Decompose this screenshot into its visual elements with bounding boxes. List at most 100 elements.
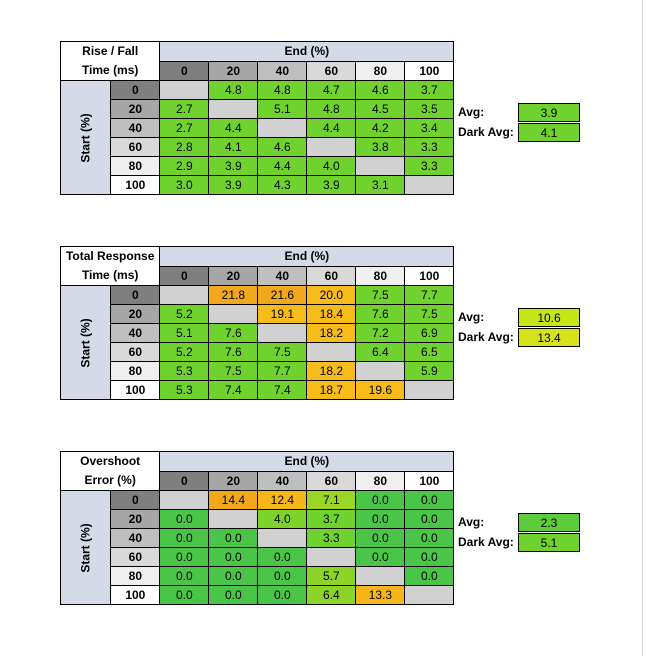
diagonal-cell	[306, 547, 357, 567]
value-cell: 2.7	[159, 99, 210, 119]
diagonal-cell	[306, 342, 357, 362]
value-cell: 0.0	[159, 566, 210, 586]
start-level-header: 40	[110, 323, 161, 343]
start-level-header: 60	[110, 547, 161, 567]
diagonal-cell	[257, 528, 308, 548]
table-row: 60 5.2 7.6 7.5 6.4 6.5	[61, 342, 455, 362]
table-row: 60 2.8 4.1 4.6 3.8 3.3	[61, 137, 455, 157]
diagonal-cell	[257, 118, 308, 138]
dark-avg-value: 13.4	[518, 328, 580, 347]
table-title-line: Overshoot	[80, 454, 141, 468]
value-cell: 3.3	[306, 528, 357, 548]
value-cell: 4.4	[257, 156, 308, 176]
end-level-header: 80	[355, 60, 406, 81]
start-axis-text: Start (%)	[78, 522, 93, 573]
value-cell: 7.5	[355, 285, 406, 305]
value-cell: 6.4	[306, 585, 357, 605]
value-cell: 7.6	[208, 323, 259, 343]
value-cell: 3.5	[404, 99, 455, 119]
table-row: Start (%) 0 4.8 4.8 4.7 4.6 3.7	[59, 80, 455, 195]
value-cell: 0.0	[159, 585, 210, 605]
value-cell: 2.8	[159, 137, 210, 157]
value-cell: 4.8	[257, 80, 308, 100]
value-cell: 6.4	[355, 342, 406, 362]
value-cell: 0.0	[159, 528, 210, 548]
diagonal-cell	[404, 585, 455, 605]
table-row: 40 2.7 4.4 4.4 4.2 3.4	[61, 118, 455, 138]
table-row: Start (%) 0 14.4 12.4 7.1 0.0 0.0	[59, 490, 455, 605]
value-cell: 19.1	[257, 304, 308, 324]
value-cell: 5.3	[159, 361, 210, 381]
value-cell: 7.5	[404, 304, 455, 324]
start-level-header: 20	[110, 304, 161, 324]
diagonal-cell	[159, 80, 210, 100]
value-cell: 12.4	[257, 490, 308, 510]
end-level-header: 20	[208, 265, 259, 286]
response-table: Total Response Time (ms) End (%) 0 20 40 60 80 1…	[59, 246, 455, 400]
start-level-header: 40	[110, 118, 161, 138]
value-cell: 21.6	[257, 285, 308, 305]
value-cell: 4.3	[257, 175, 308, 195]
value-cell: 3.9	[208, 175, 259, 195]
start-level-header: 60	[110, 137, 161, 157]
page-edge-line	[642, 0, 643, 656]
value-cell: 4.7	[306, 80, 357, 100]
dark-avg-value: 5.1	[518, 533, 580, 552]
value-cell: 7.2	[355, 323, 406, 343]
diagonal-cell	[404, 175, 455, 195]
diagonal-cell	[404, 380, 455, 400]
value-cell: 4.0	[306, 156, 357, 176]
value-cell: 18.2	[306, 361, 357, 381]
response-table: Overshoot Error (%) End (%) 0 20 40 60 80 100 Sta…	[59, 451, 455, 605]
value-cell: 5.2	[159, 304, 210, 324]
table-title: Overshoot Error (%)	[59, 451, 161, 491]
diagonal-cell	[306, 137, 357, 157]
value-cell: 0.0	[257, 585, 308, 605]
table-block-0: Rise / Fall Time (ms) End (%) 0 20 40 60 80 100 S…	[59, 41, 455, 195]
end-axis-label: End (%)	[159, 451, 455, 472]
table-title-line: Total Response	[65, 249, 155, 263]
avg-label: Avg:	[458, 310, 485, 324]
start-axis-text: Start (%)	[78, 112, 93, 163]
value-cell: 0.0	[257, 547, 308, 567]
end-level-header: 60	[306, 470, 357, 491]
value-cell: 0.0	[208, 585, 259, 605]
diagonal-cell	[159, 285, 210, 305]
value-cell: 3.7	[306, 509, 357, 529]
start-level-header: 40	[110, 528, 161, 548]
dark-avg-label: Dark Avg:	[458, 125, 514, 139]
end-level-header: 40	[257, 265, 308, 286]
start-level-header: 80	[110, 361, 161, 381]
start-level-header: 20	[110, 509, 161, 529]
value-cell: 4.6	[355, 80, 406, 100]
value-cell: 4.4	[208, 118, 259, 138]
value-cell: 4.8	[208, 80, 259, 100]
diagonal-cell	[208, 509, 259, 529]
value-cell: 14.4	[208, 490, 259, 510]
value-cell: 20.0	[306, 285, 357, 305]
diagonal-cell	[208, 99, 259, 119]
dark-avg-label: Dark Avg:	[458, 330, 514, 344]
table-row: 100 3.0 3.9 4.3 3.9 3.1	[61, 175, 455, 195]
table-row: Start (%) 0 21.8 21.6 20.0 7.5 7.7	[59, 285, 455, 400]
value-cell: 0.0	[404, 490, 455, 510]
start-level-header: 20	[110, 99, 161, 119]
table-row: 80 2.9 3.9 4.4 4.0 3.3	[61, 156, 455, 176]
value-cell: 3.4	[404, 118, 455, 138]
table-row: 60 0.0 0.0 0.0 0.0 0.0	[61, 547, 455, 567]
value-cell: 5.1	[159, 323, 210, 343]
end-level-header: 80	[355, 470, 406, 491]
value-cell: 6.9	[404, 323, 455, 343]
end-level-header: 40	[257, 470, 308, 491]
end-level-header: 0	[159, 60, 210, 81]
table-row: 100 0.0 0.0 0.0 6.4 13.3	[61, 585, 455, 605]
value-cell: 6.5	[404, 342, 455, 362]
value-cell: 5.2	[159, 342, 210, 362]
end-level-header: 100	[404, 265, 455, 286]
end-axis-label: End (%)	[159, 41, 455, 62]
value-cell: 0.0	[257, 566, 308, 586]
value-cell: 4.2	[355, 118, 406, 138]
end-level-header: 100	[404, 470, 455, 491]
table-row: 20 5.2 19.1 18.4 7.6 7.5	[61, 304, 455, 324]
start-level-header: 100	[110, 585, 161, 605]
